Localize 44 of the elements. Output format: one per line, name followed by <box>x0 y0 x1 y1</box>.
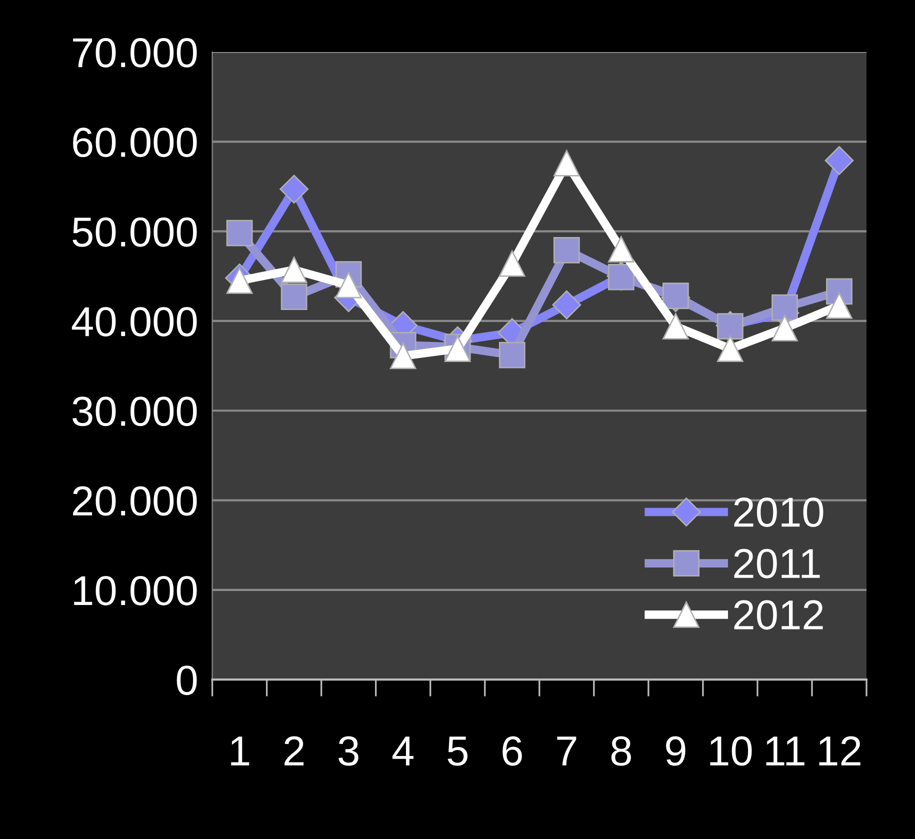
x-tick-label: 2 <box>284 736 304 766</box>
point <box>608 236 634 262</box>
y-tick-label: 30.000 <box>72 396 197 426</box>
point <box>717 336 744 362</box>
y-tick-label: 20.000 <box>73 486 197 516</box>
x-tick-label: 5 <box>448 736 468 766</box>
point <box>335 272 362 298</box>
legend-label: 2010 <box>734 498 824 528</box>
x-tick-label: 10 <box>710 736 752 766</box>
point <box>608 264 634 290</box>
point <box>772 294 798 321</box>
y-tick-label: 70.000 <box>73 38 197 68</box>
x-tick-label: 4 <box>392 736 414 766</box>
point <box>553 150 580 176</box>
point <box>390 342 416 370</box>
point <box>552 290 582 320</box>
y-tick-label: 40.000 <box>72 306 197 336</box>
point <box>824 146 854 175</box>
point <box>226 220 253 246</box>
y-tick-label: 50.000 <box>72 217 197 247</box>
point <box>280 256 308 284</box>
legend-label: 2011 <box>734 548 820 578</box>
x-tick-label: 7 <box>557 736 576 766</box>
point <box>826 292 852 319</box>
point <box>662 313 689 340</box>
y-tick-label: 10.000 <box>74 576 197 606</box>
point <box>280 174 309 204</box>
x-tick-label: 6 <box>502 736 522 766</box>
point <box>498 342 526 368</box>
legend-label: 2012 <box>734 600 823 630</box>
point <box>498 250 526 277</box>
x-tick-label: 11 <box>766 736 804 766</box>
x-tick-label: 3 <box>338 736 358 766</box>
y-tick-label: 60.000 <box>73 128 197 158</box>
point <box>553 236 580 264</box>
y-tick-label: 0 <box>176 666 197 696</box>
point <box>772 314 798 342</box>
x-tick-label: 1 <box>231 736 250 766</box>
x-tick-label: 9 <box>666 736 686 766</box>
point <box>717 313 744 340</box>
point <box>280 284 308 310</box>
point <box>662 282 689 310</box>
x-tick-label: 12 <box>819 736 860 766</box>
x-tick-label: 8 <box>611 736 631 766</box>
